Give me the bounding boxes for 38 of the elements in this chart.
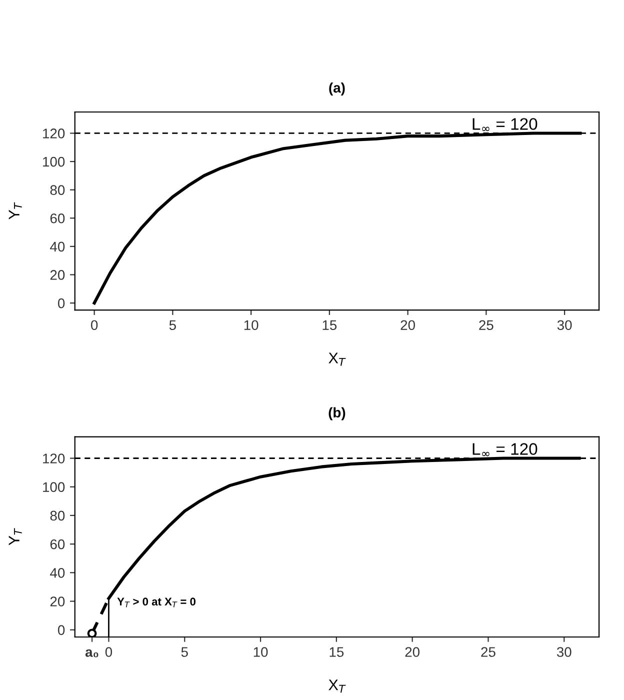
x-tick-label: a₀ <box>85 649 98 658</box>
x-tick-label: 20 <box>400 320 415 330</box>
x-tick-label: 5 <box>181 647 188 657</box>
x-tick-label: 30 <box>556 647 572 657</box>
x-tick-label: 10 <box>244 320 258 330</box>
x-axis-title: X$_{T}$ <box>328 680 346 693</box>
y-tick-label: 0 <box>58 625 65 636</box>
y-tick-label: 20 <box>50 596 65 606</box>
x-tick-label: 15 <box>330 647 344 657</box>
y-tick-label: 100 <box>43 482 65 492</box>
y-tick-label: 120 <box>43 128 65 138</box>
chart-title: (b) <box>328 407 346 420</box>
y-tick-label: 80 <box>50 510 65 521</box>
x-tick-label: 15 <box>322 320 337 330</box>
x-tick-label: 25 <box>481 647 496 657</box>
annotation: Y$_{T}$ > 0 at X$_{T}$ = 0 <box>117 598 196 608</box>
x-tick-label: 10 <box>254 647 268 657</box>
x-axis-title: X$_{T}$ <box>328 352 346 366</box>
y-tick-label: 60 <box>50 213 65 224</box>
y-tick-label: 0 <box>58 298 65 308</box>
y-tick-label: 40 <box>50 568 65 578</box>
y-tick-label: 60 <box>50 539 65 550</box>
x-tick-label: 30 <box>557 320 572 330</box>
y-tick-label: 40 <box>50 242 65 252</box>
y-axis-title: Y$_{T}$ <box>8 528 22 546</box>
x-tick-label: 0 <box>90 320 98 330</box>
y-tick-label: 120 <box>43 454 65 464</box>
ref-line-label: L$_{∞}$ = 120 <box>472 443 538 456</box>
ref-line-label: L$_{∞}$ = 120 <box>472 118 538 132</box>
y-tick-label: 20 <box>50 270 65 280</box>
x-tick-label: 20 <box>405 647 420 657</box>
y-axis-title: Y$_{T}$ <box>8 202 22 220</box>
x-tick-label: 25 <box>479 320 494 330</box>
y-tick-label: 80 <box>50 185 65 195</box>
chart-title: (a) <box>329 82 345 96</box>
x-tick-label: 5 <box>169 320 176 330</box>
y-tick-label: 100 <box>43 156 65 167</box>
x-tick-label: 0 <box>105 647 112 657</box>
